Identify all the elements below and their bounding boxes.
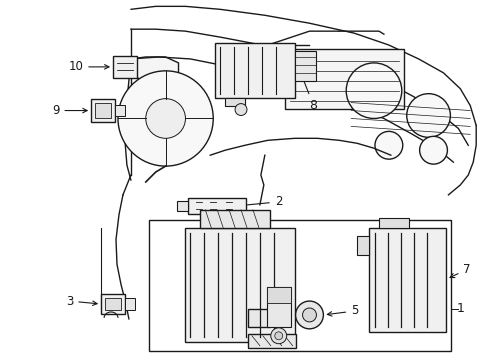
Bar: [148, 220, 450, 351]
Text: 8: 8: [300, 73, 317, 112]
Text: 3: 3: [66, 294, 97, 307]
Text: 9: 9: [52, 104, 87, 117]
Circle shape: [406, 94, 449, 137]
Bar: [294, 51, 316, 81]
Text: 2: 2: [242, 195, 282, 208]
Bar: [266, 287, 290, 303]
Text: 1: 1: [455, 302, 463, 315]
Bar: [95, 103, 111, 118]
Circle shape: [302, 308, 316, 322]
Circle shape: [419, 136, 447, 164]
Circle shape: [235, 104, 246, 116]
Bar: [215, 43, 294, 98]
Bar: [115, 105, 124, 117]
Text: 10: 10: [68, 60, 109, 73]
Circle shape: [270, 328, 286, 344]
Bar: [368, 228, 446, 332]
Bar: [101, 294, 124, 314]
Bar: [200, 210, 269, 228]
Circle shape: [145, 99, 185, 138]
Circle shape: [346, 63, 401, 118]
Text: 5: 5: [326, 305, 358, 318]
Bar: [91, 99, 115, 122]
Bar: [247, 309, 269, 327]
Circle shape: [295, 301, 323, 329]
Bar: [378, 218, 408, 228]
Circle shape: [374, 131, 402, 159]
Bar: [124, 298, 135, 310]
Bar: [105, 298, 121, 310]
Text: 4: 4: [232, 332, 246, 345]
Bar: [356, 235, 368, 255]
Polygon shape: [131, 57, 178, 85]
Bar: [176, 201, 188, 211]
Bar: [224, 98, 244, 105]
Bar: [266, 287, 290, 327]
Bar: [113, 56, 137, 78]
Text: 6: 6: [232, 309, 246, 321]
Bar: [185, 228, 294, 342]
Circle shape: [118, 71, 213, 166]
Bar: [284, 49, 403, 109]
Bar: [188, 198, 245, 214]
Text: 7: 7: [449, 263, 470, 278]
Bar: [247, 334, 295, 348]
Circle shape: [274, 332, 282, 340]
